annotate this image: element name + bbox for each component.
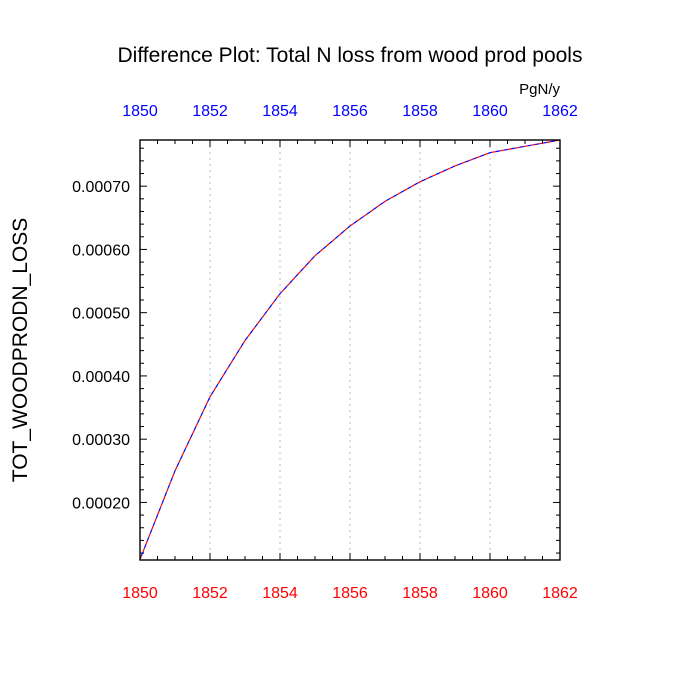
x-tick-label-bottom-4: 1858 (402, 585, 438, 602)
y-tick-label-5: 0.00070 (72, 179, 130, 196)
y-tick-label-4: 0.00060 (72, 242, 130, 259)
x-tick-label-top-1: 1852 (192, 103, 228, 120)
series-line-red (139, 139, 561, 560)
x-tick-label-top-5: 1860 (472, 103, 508, 120)
plot-area: 1850 1852 1854 1856 1858 1860 1862 1850 1852 1854… (72, 103, 578, 602)
x-tick-label-top-4: 1858 (402, 103, 438, 120)
x-tick-label-top-0: 1850 (122, 103, 158, 120)
y-axis-label: TOT_WOODPRODN_LOSS (9, 218, 32, 483)
x-tick-label-top-3: 1856 (332, 103, 368, 120)
series-line-blue (139, 139, 561, 560)
y-tick-label-3: 0.00050 (72, 306, 130, 323)
units-label: PgN/y (519, 81, 560, 98)
x-tick-label-bottom-2: 1854 (262, 585, 298, 602)
x-tick-label-bottom-1: 1852 (192, 585, 228, 602)
x-tick-label-bottom-3: 1856 (332, 585, 368, 602)
y-tick-label-1: 0.00030 (72, 432, 130, 449)
x-tick-label-bottom-6: 1862 (542, 585, 578, 602)
y-tick-label-2: 0.00040 (72, 369, 130, 386)
x-tick-label-top-2: 1854 (262, 103, 298, 120)
plot-frame (139, 139, 561, 561)
x-tick-label-bottom-0: 1850 (122, 585, 158, 602)
x-tick-label-top-6: 1862 (542, 103, 578, 120)
chart-title: Difference Plot: Total N loss from wood … (118, 44, 583, 67)
y-tick-label-0: 0.00020 (72, 495, 130, 512)
x-tick-label-bottom-5: 1860 (472, 585, 508, 602)
